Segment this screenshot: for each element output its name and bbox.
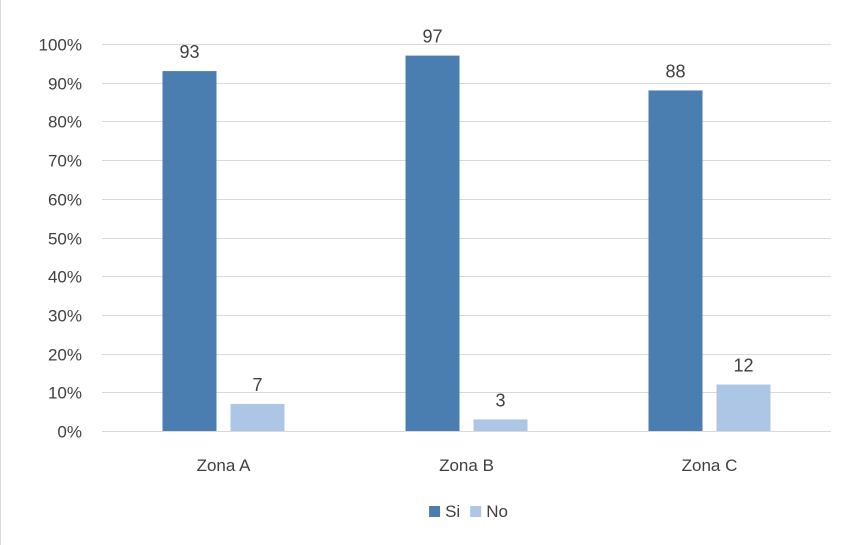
legend-label-si: Si <box>445 502 460 521</box>
bar-no-1 <box>473 419 528 431</box>
legend-swatch-no <box>470 506 482 517</box>
data-label: 7 <box>252 375 262 395</box>
legend-label-no: No <box>486 502 508 521</box>
x-category-label: Zona A <box>197 456 252 475</box>
data-label: 12 <box>733 356 753 376</box>
bar-no-0 <box>230 403 285 431</box>
data-label: 88 <box>665 61 685 81</box>
y-tick-label: 40% <box>48 268 82 287</box>
x-category-label: Zona C <box>682 456 738 475</box>
x-category-label: Zona B <box>439 456 494 475</box>
bar-si-2 <box>648 90 703 431</box>
y-tick-label: 80% <box>48 113 82 132</box>
data-labels: 93 7 97 3 88 12 <box>179 27 753 411</box>
x-axis-category-labels: Zona A Zona B Zona C <box>197 456 738 475</box>
y-tick-label: 50% <box>48 230 82 249</box>
gridlines <box>102 44 831 432</box>
legend-swatch-si <box>429 506 441 517</box>
bar-no-2 <box>716 384 771 431</box>
y-tick-label: 60% <box>48 191 82 210</box>
data-label: 93 <box>179 42 199 62</box>
y-tick-label: 90% <box>48 75 82 94</box>
y-tick-label: 30% <box>48 307 82 326</box>
y-tick-label: 100% <box>39 36 82 55</box>
y-axis-tick-labels: 0% 10% 20% 30% 40% 50% 60% 70% 80% 90% 100% <box>39 36 82 442</box>
bar-si-0 <box>162 71 217 431</box>
y-tick-label: 70% <box>48 152 82 171</box>
bar-si-1 <box>405 55 460 432</box>
data-label: 3 <box>495 390 505 410</box>
data-label: 97 <box>422 27 442 47</box>
bars <box>162 55 771 432</box>
legend: Si No <box>429 502 508 521</box>
y-tick-label: 10% <box>48 384 82 403</box>
y-tick-label: 20% <box>48 346 82 365</box>
y-tick-label: 0% <box>57 423 82 442</box>
